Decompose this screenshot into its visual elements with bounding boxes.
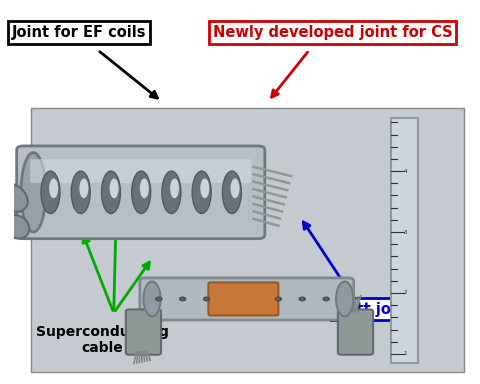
Ellipse shape: [71, 171, 90, 214]
Ellipse shape: [109, 179, 119, 198]
FancyBboxPatch shape: [338, 310, 373, 355]
FancyBboxPatch shape: [208, 282, 278, 316]
FancyBboxPatch shape: [126, 310, 161, 355]
Circle shape: [275, 297, 281, 301]
Ellipse shape: [336, 281, 353, 316]
Circle shape: [299, 297, 305, 301]
Ellipse shape: [162, 171, 181, 214]
FancyBboxPatch shape: [31, 108, 464, 372]
Ellipse shape: [101, 171, 120, 214]
Ellipse shape: [132, 171, 151, 214]
Text: Superconducting
cable: Superconducting cable: [36, 325, 168, 355]
Ellipse shape: [49, 179, 58, 198]
Ellipse shape: [170, 179, 179, 198]
Polygon shape: [391, 118, 418, 363]
Text: Joint for EF coils: Joint for EF coils: [12, 25, 146, 40]
Text: 3: 3: [404, 230, 408, 235]
FancyBboxPatch shape: [17, 146, 265, 239]
Text: Butt joint: Butt joint: [335, 301, 413, 317]
Ellipse shape: [230, 179, 240, 198]
Circle shape: [180, 297, 186, 301]
Ellipse shape: [21, 152, 46, 232]
Ellipse shape: [41, 171, 60, 214]
Circle shape: [204, 297, 210, 301]
Ellipse shape: [4, 215, 29, 238]
Ellipse shape: [79, 179, 88, 198]
Ellipse shape: [222, 171, 241, 214]
Text: 1: 1: [404, 351, 408, 356]
Ellipse shape: [140, 179, 149, 198]
FancyBboxPatch shape: [140, 278, 354, 320]
Ellipse shape: [192, 171, 211, 214]
Circle shape: [323, 297, 329, 301]
Ellipse shape: [144, 281, 161, 316]
Text: Newly developed joint for CS: Newly developed joint for CS: [213, 25, 452, 40]
Text: 4: 4: [404, 169, 408, 174]
Text: 2: 2: [404, 290, 408, 296]
Ellipse shape: [200, 179, 209, 198]
Circle shape: [156, 297, 162, 301]
Ellipse shape: [0, 183, 28, 212]
FancyBboxPatch shape: [30, 159, 252, 183]
